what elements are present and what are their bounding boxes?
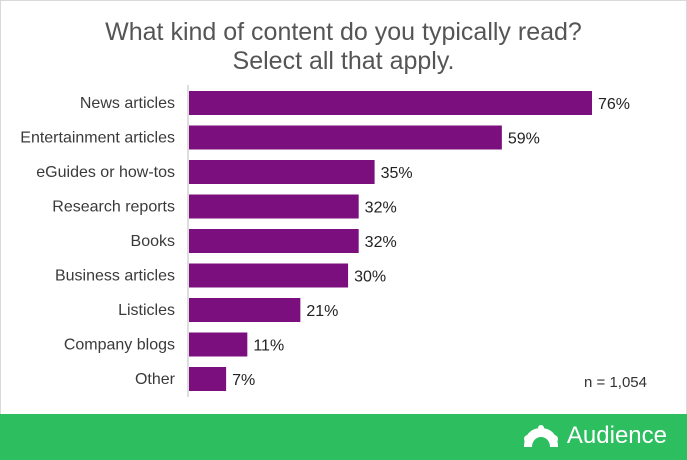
bar (189, 367, 227, 391)
value-label: 32% (365, 234, 397, 251)
category-label: News articles (80, 95, 175, 112)
footer-bar: Audience (0, 414, 687, 460)
chart-title: What kind of content do you typically re… (0, 18, 687, 76)
sample-size-note: n = 1,054 (584, 374, 647, 391)
category-label: Company blogs (64, 337, 175, 354)
category-label: Research reports (52, 199, 175, 216)
bar (189, 91, 592, 115)
bar (189, 160, 375, 184)
category-label: Listicles (118, 302, 175, 319)
bar (189, 229, 359, 253)
category-label: Books (131, 233, 175, 250)
value-label: 76% (598, 96, 630, 113)
monkey-logo-icon (521, 422, 561, 450)
value-label: 59% (508, 131, 540, 148)
value-label: 21% (306, 303, 338, 320)
category-label: eGuides or how-tos (36, 164, 175, 181)
category-label: Entertainment articles (20, 130, 175, 147)
bar-chart: News articles 76% Entertainment articles 59… (20, 85, 630, 397)
bar (189, 332, 248, 357)
brand: Audience (521, 422, 667, 450)
brand-name: Audience (566, 422, 667, 449)
bar (189, 194, 359, 219)
bar (189, 263, 349, 288)
title-line-1: What kind of content do you typically re… (105, 18, 582, 46)
category-label: Other (135, 371, 176, 388)
value-label: 30% (354, 269, 386, 286)
bar (189, 298, 301, 322)
bar (189, 125, 502, 150)
category-label: Business articles (55, 268, 175, 285)
value-label: 32% (365, 200, 397, 217)
value-label: 7% (232, 372, 255, 389)
title-line-2: Select all that apply. (232, 47, 455, 75)
value-label: 11% (253, 338, 284, 355)
value-label: 35% (381, 165, 413, 182)
